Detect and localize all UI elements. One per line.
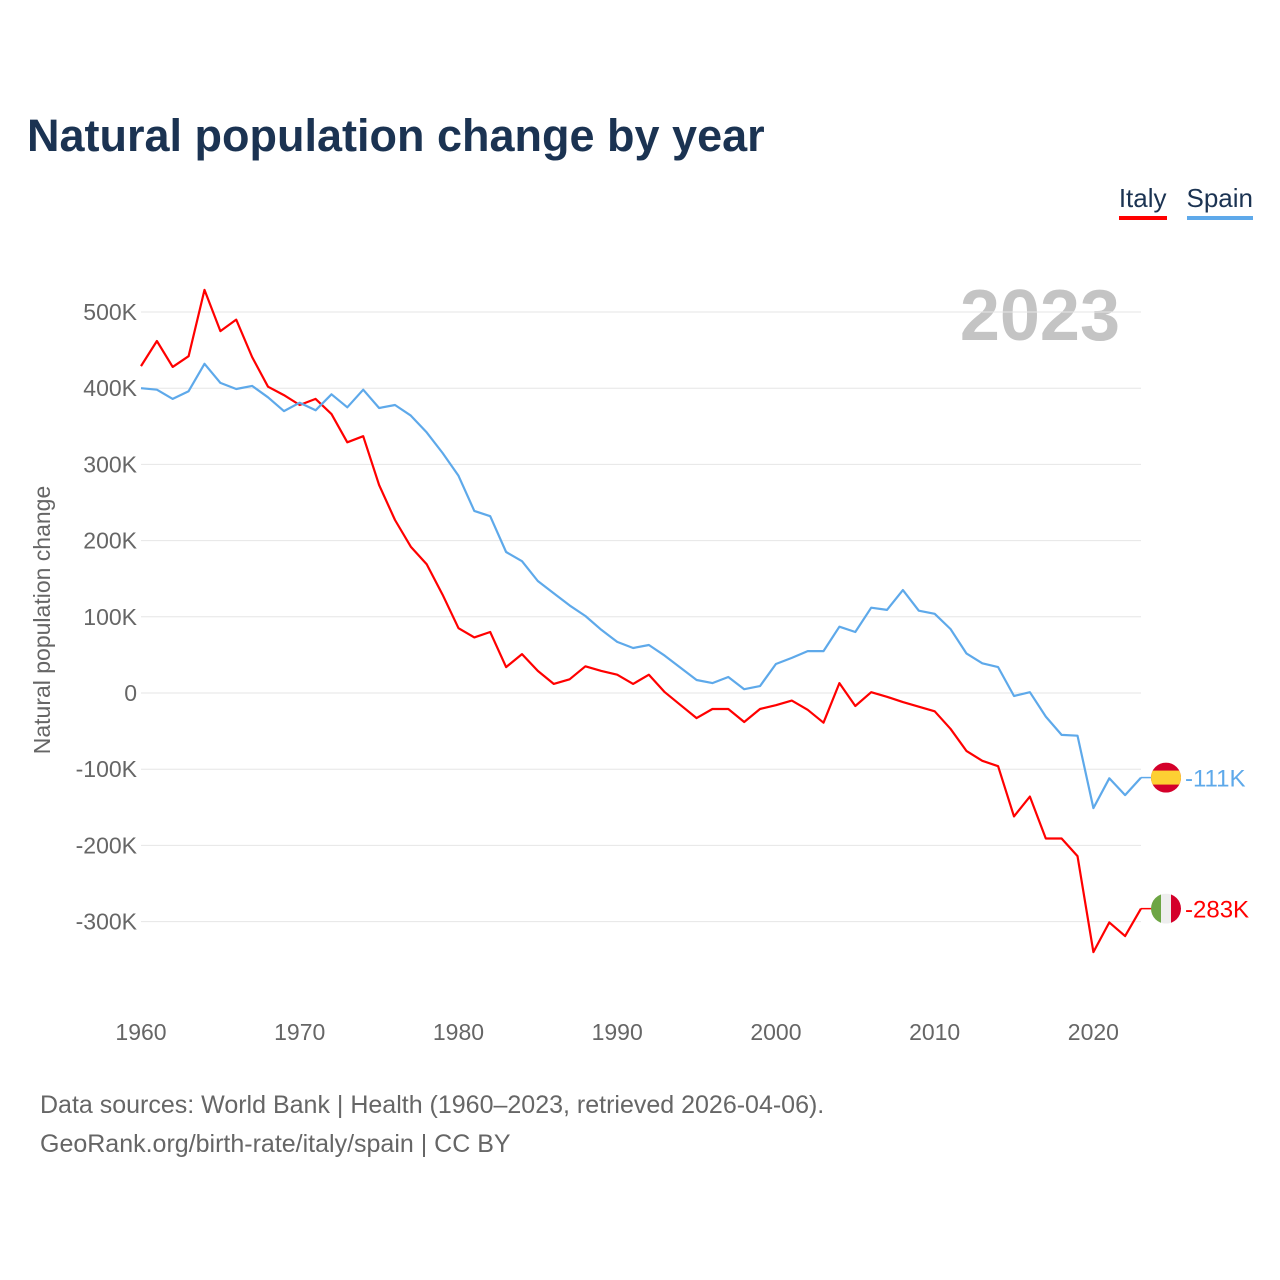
spain-flag-icon	[1151, 762, 1181, 793]
end-value-label-spain: -111K	[1185, 766, 1245, 793]
series-line-spain	[140, 362, 1142, 810]
y-tick-label: 0	[124, 680, 137, 706]
x-tick-label: 1960	[115, 1019, 166, 1045]
x-tick-label: 1970	[274, 1019, 325, 1045]
italy-flag-icon	[1151, 893, 1181, 924]
legend-item-italy[interactable]: Italy	[1118, 183, 1167, 220]
x-tick-label: 2020	[1068, 1019, 1119, 1045]
legend: Italy Spain	[1118, 183, 1253, 220]
end-value-label-italy: -283K	[1185, 897, 1249, 924]
y-tick-label: 100K	[83, 604, 137, 630]
y-tick-label: -100K	[76, 756, 138, 782]
x-tick-label: 2010	[909, 1019, 960, 1045]
y-tick-label: -200K	[76, 832, 138, 858]
data-source-text: Data sources: World Bank | Health (1960–…	[40, 1091, 825, 1119]
line-chart: 2023 500K 400K 300K 200K 100K 0 -100K -200K -300K…	[29, 276, 1249, 1045]
y-tick-label: 300K	[83, 451, 137, 477]
y-tick-label: 500K	[83, 299, 137, 325]
year-watermark: 2023	[960, 276, 1120, 356]
attribution-text: GeoRank.org/birth-rate/italy/spain | CC …	[40, 1130, 511, 1158]
series-line-italy	[140, 288, 1142, 954]
footer: Data sources: World Bank | Health (1960–…	[40, 1086, 824, 1164]
legend-item-spain[interactable]: Spain	[1186, 183, 1253, 220]
y-tick-label: 200K	[83, 528, 137, 554]
y-axis-label: Natural population change	[29, 486, 55, 755]
x-tick-label: 1980	[433, 1019, 484, 1045]
x-tick-label: 1990	[592, 1019, 643, 1045]
x-tick-label: 2000	[750, 1019, 801, 1045]
y-tick-label: -300K	[76, 909, 138, 935]
chart-title: Natural population change by year	[27, 110, 765, 161]
y-tick-label: 400K	[83, 375, 137, 401]
